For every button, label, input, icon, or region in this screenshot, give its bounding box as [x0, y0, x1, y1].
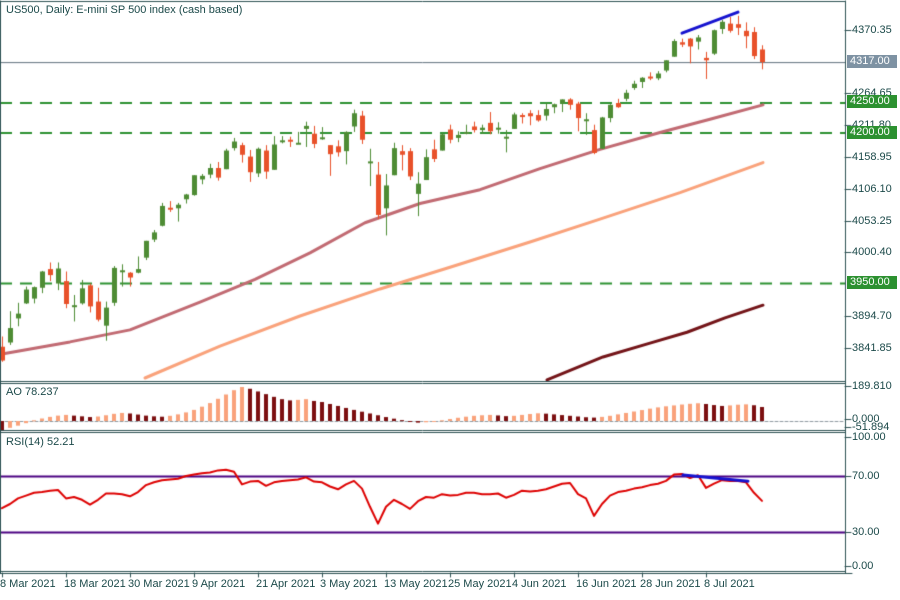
price-tick-label: 4000.40 — [852, 246, 892, 258]
date-tick-label: 16 Jun 2021 — [576, 578, 637, 590]
ao-indicator-label: AO 78.237 — [6, 386, 59, 398]
price-tick-label: 4158.95 — [852, 151, 892, 163]
price-tick-label: 3841.85 — [852, 342, 892, 354]
date-tick-label: 18 Mar 2021 — [64, 578, 126, 590]
price-tick-label: 4053.25 — [852, 215, 892, 227]
date-tick-label: 25 May 2021 — [448, 578, 512, 590]
date-tick-label: 3 May 2021 — [320, 578, 378, 590]
date-tick-label: 30 Mar 2021 — [128, 578, 190, 590]
date-tick-label: 8 Jul 2021 — [704, 578, 755, 590]
level-price-box: 3950.00 — [847, 276, 897, 289]
chart-title: US500, Daily: E-mini SP 500 index (cash … — [6, 4, 243, 16]
current-price-box: 4317.00 — [847, 55, 897, 68]
rsi-indicator-label: RSI(14) 52.21 — [6, 436, 75, 448]
date-tick-label: 28 Jun 2021 — [640, 578, 701, 590]
date-tick-label: 9 Apr 2021 — [192, 578, 246, 590]
rsi-tick-label: 0.00 — [852, 560, 874, 572]
price-tick-label: 4370.35 — [852, 24, 892, 36]
price-tick-label: 3894.70 — [852, 310, 892, 322]
level-price-box: 4200.00 — [847, 126, 897, 139]
date-tick-label: 4 Jun 2021 — [512, 578, 567, 590]
date-tick-label: 21 Apr 2021 — [256, 578, 316, 590]
ao-tick-label: 189.810 — [852, 380, 892, 392]
ao-tick-label: 0.000 — [852, 413, 880, 425]
ao-tick-label: -51.894 — [852, 421, 890, 433]
rsi-tick-label: 30.00 — [852, 526, 880, 538]
date-tick-label: 13 May 2021 — [384, 578, 448, 590]
rsi-tick-label: 70.00 — [852, 470, 880, 482]
level-price-box: 4250.00 — [847, 95, 897, 108]
price-tick-label: 4106.10 — [852, 183, 892, 195]
rsi-tick-label: 100.00 — [852, 431, 886, 443]
date-tick-label: 8 Mar 2021 — [0, 578, 56, 590]
